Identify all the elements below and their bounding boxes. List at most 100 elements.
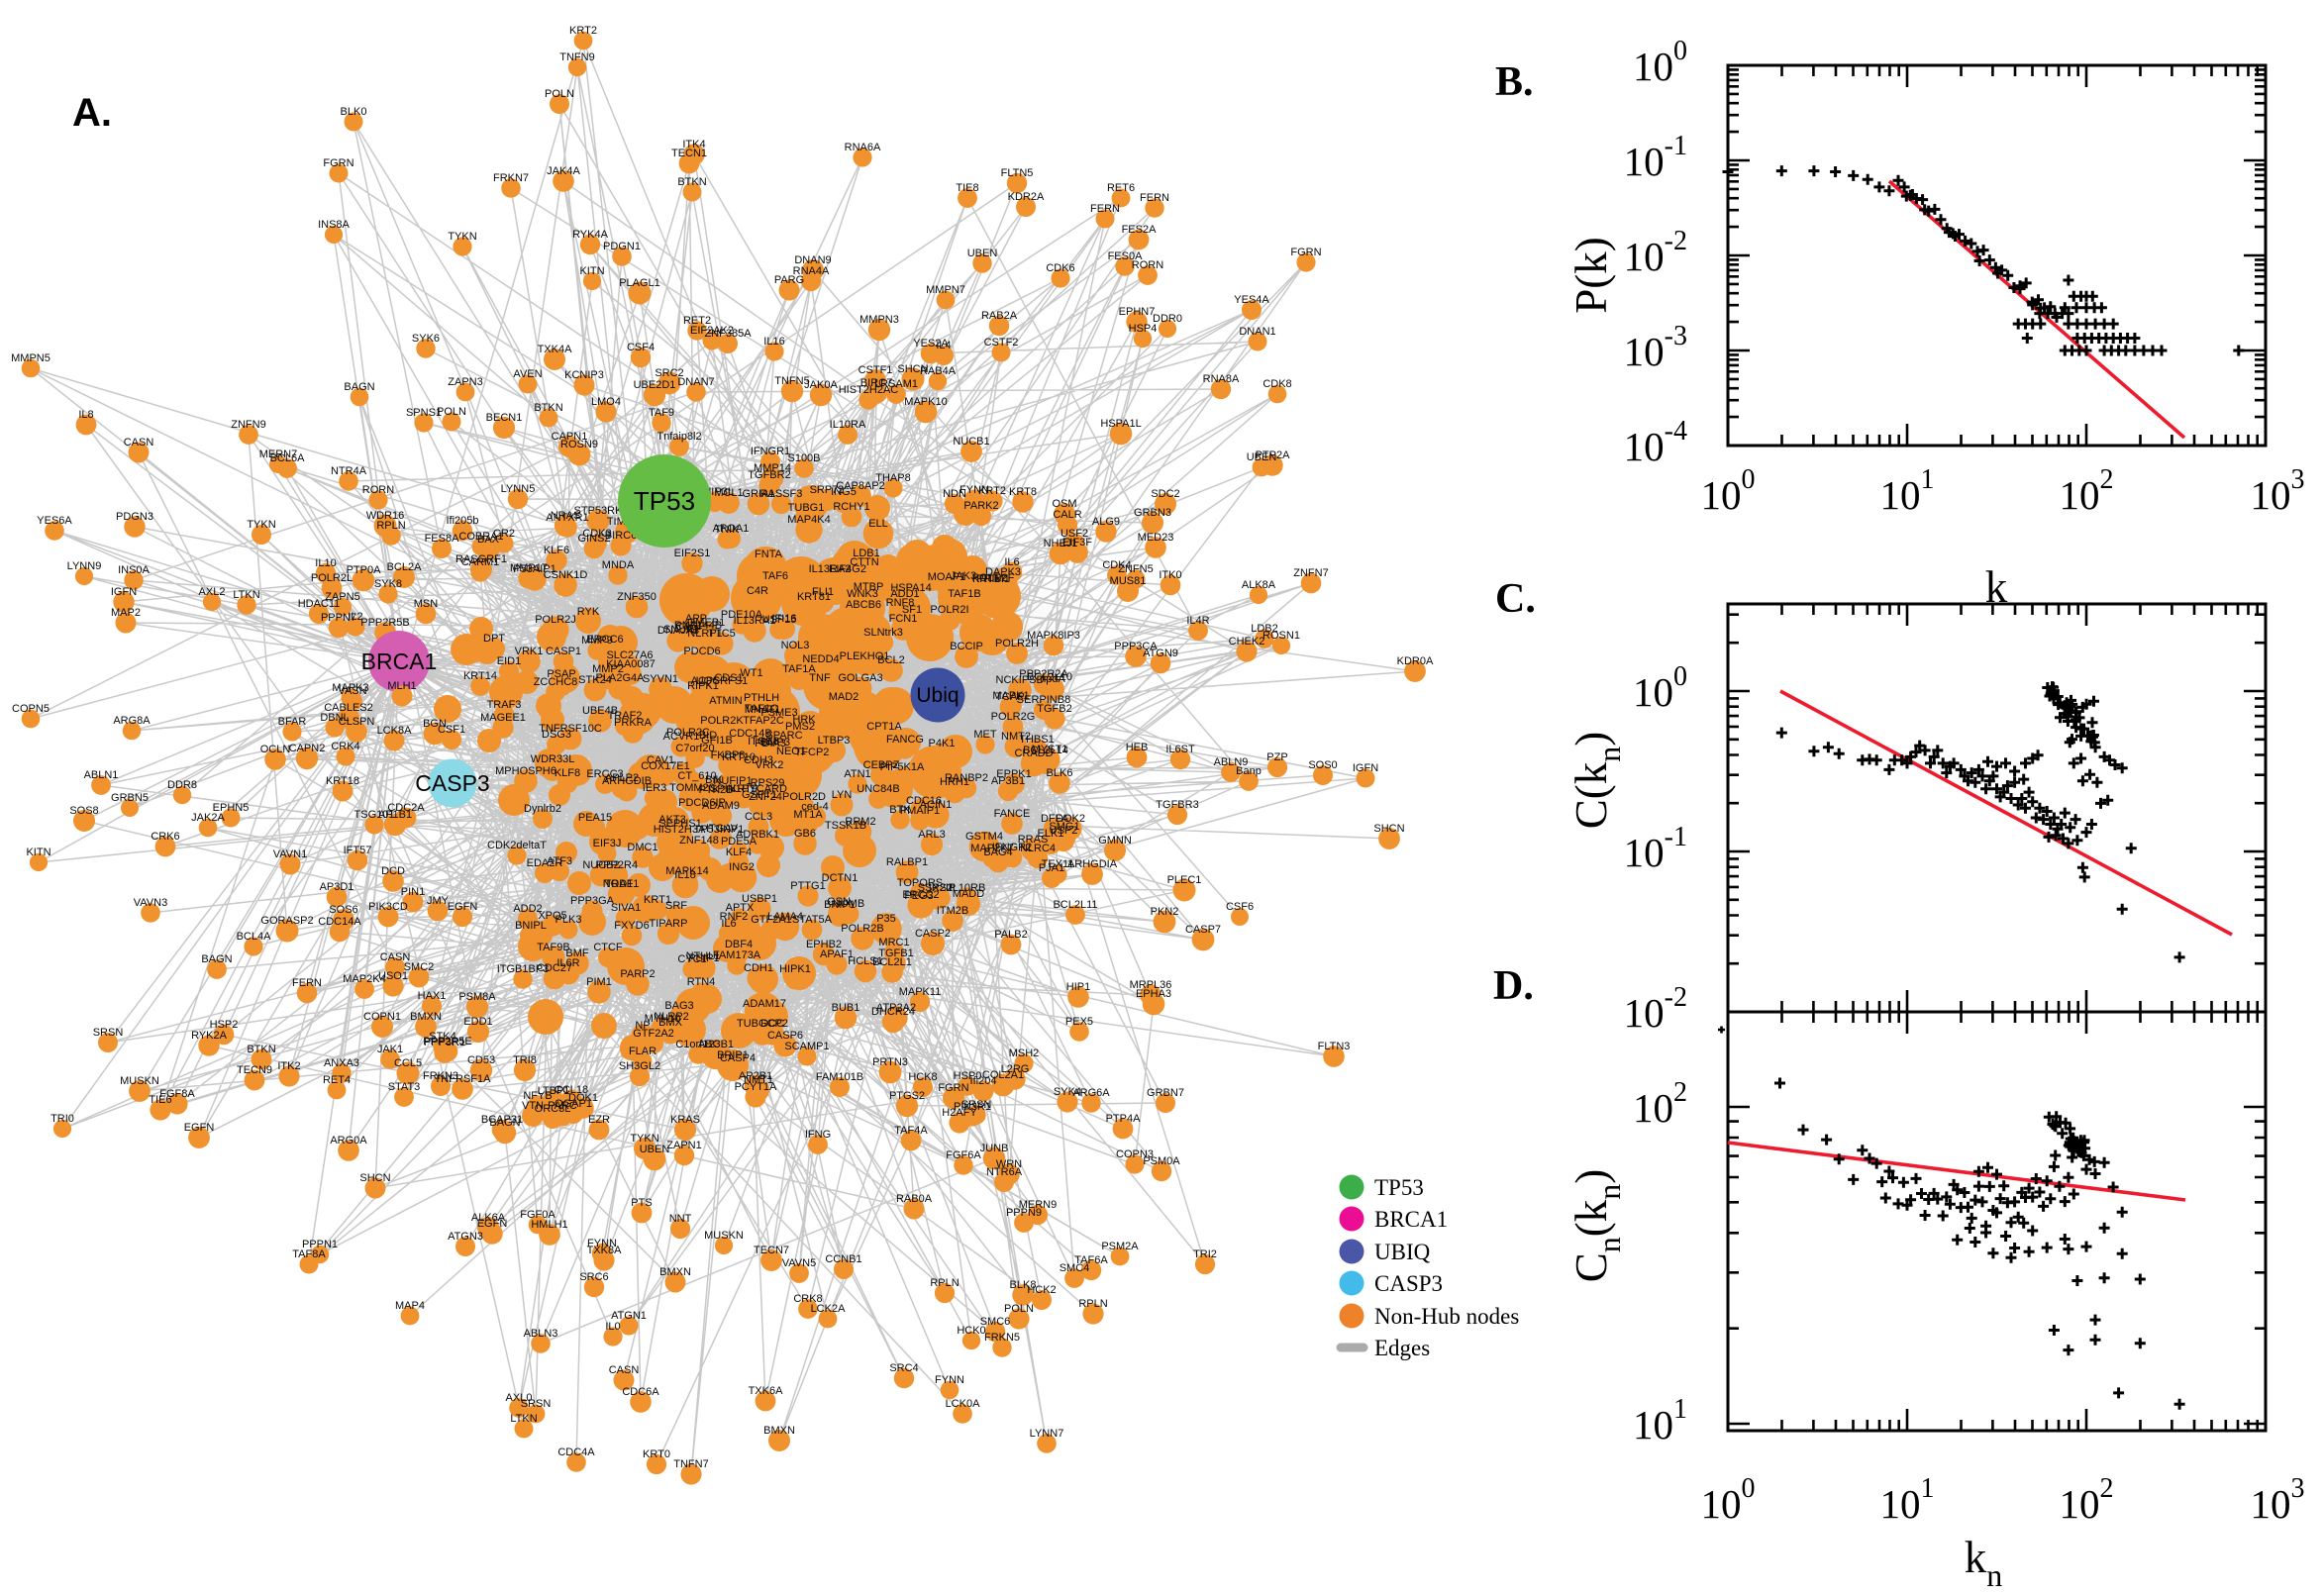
svg-text:USF2: USF2 (1060, 528, 1088, 540)
svg-text:RPS29: RPS29 (751, 777, 785, 789)
svg-text:IFNG: IFNG (805, 1129, 831, 1141)
svg-text:CASP1: CASP1 (546, 646, 581, 657)
svg-text:OSM: OSM (1052, 498, 1076, 510)
svg-text:HCK0: HCK0 (957, 1325, 985, 1337)
svg-text:TUBGCP2: TUBGCP2 (737, 1018, 788, 1030)
svg-text:IFNGR1: IFNGR1 (751, 446, 790, 457)
svg-text:ced-4: ced-4 (801, 801, 829, 813)
svg-text:APLP2: APLP2 (605, 772, 639, 784)
svg-text:WDR33L: WDR33L (531, 753, 575, 765)
svg-text:STK4: STK4 (429, 1031, 456, 1043)
svg-text:NUMB: NUMB (833, 898, 864, 910)
svg-text:KRT0: KRT0 (643, 1448, 670, 1460)
svg-text:MSH2: MSH2 (1009, 1047, 1040, 1059)
svg-text:RYK: RYK (577, 606, 600, 618)
svg-text:TOPORS: TOPORS (897, 877, 943, 889)
svg-text:CABLES2: CABLES2 (324, 702, 373, 714)
svg-text:ITK4: ITK4 (682, 139, 705, 150)
svg-text:TNFRSF10C: TNFRSF10C (539, 723, 602, 735)
svg-text:USP15: USP15 (762, 614, 797, 626)
svg-text:GFI1B: GFI1B (701, 735, 733, 747)
svg-text:FGRN: FGRN (323, 157, 354, 169)
svg-text:ITK0: ITK0 (1159, 569, 1181, 581)
svg-text:BAG3: BAG3 (664, 1000, 693, 1012)
svg-text:MMPN3: MMPN3 (859, 314, 899, 326)
svg-text:TFAP2C: TFAP2C (743, 715, 784, 727)
svg-text:MYST1: MYST1 (1032, 744, 1068, 755)
svg-text:TNFN7: TNFN7 (673, 1458, 708, 1470)
svg-text:PMS2: PMS2 (785, 721, 815, 733)
svg-text:PRTN3: PRTN3 (872, 1056, 908, 1068)
svg-text:ZNF350: ZNF350 (617, 591, 656, 603)
svg-text:MPHOSPH6: MPHOSPH6 (495, 765, 556, 777)
svg-text:AP3D1: AP3D1 (320, 881, 354, 893)
svg-text:YES4A: YES4A (1234, 294, 1269, 306)
svg-text:LTBP1: LTBP1 (538, 1085, 570, 1097)
svg-text:BAGN: BAGN (201, 953, 232, 965)
svg-text:SH3GL2: SH3GL2 (619, 1060, 660, 1072)
svg-text:FNTA: FNTA (755, 549, 783, 560)
svg-text:NP: NP (635, 1020, 650, 1032)
svg-text:PPP2R2A: PPP2R2A (1019, 668, 1068, 680)
svg-text:BECN1: BECN1 (486, 412, 523, 424)
svg-text:STP53RK: STP53RK (574, 505, 624, 517)
svg-text:STK24: STK24 (578, 674, 612, 686)
svg-text:CASP6: CASP6 (767, 1030, 803, 1042)
svg-text:BAX: BAX (477, 534, 500, 546)
svg-text:PIK3R1: PIK3R1 (954, 1101, 991, 1113)
svg-text:FGF6A: FGF6A (946, 1149, 981, 1161)
svg-text:BTKN: BTKN (677, 176, 706, 188)
svg-text:IL6ST: IL6ST (1165, 744, 1195, 755)
svg-text:IL10RA: IL10RA (830, 419, 866, 431)
svg-text:VAVN1: VAVN1 (273, 848, 307, 860)
svg-text:MRC1: MRC1 (878, 937, 909, 948)
svg-text:BRCA1: BRCA1 (361, 648, 438, 674)
svg-text:ATN1: ATN1 (844, 768, 870, 780)
svg-text:CSTF1: CSTF1 (858, 364, 893, 376)
svg-text:HIST2H2AC: HIST2H2AC (839, 384, 899, 396)
svg-text:CDC14B: CDC14B (729, 728, 771, 740)
svg-text:DCC: DCC (760, 1018, 784, 1030)
svg-text:IL2: IL2 (348, 611, 362, 623)
svg-text:B.: B. (1495, 59, 1534, 105)
svg-text:VASN: VASN (338, 685, 366, 697)
svg-text:RET4: RET4 (323, 1074, 351, 1086)
svg-text:TAF6: TAF6 (762, 570, 788, 582)
svg-text:POLR2H: POLR2H (995, 638, 1039, 649)
svg-text:IGFN: IGFN (111, 586, 137, 598)
svg-text:IL13RA1: IL13RA1 (734, 615, 776, 627)
svg-text:RORN: RORN (362, 484, 394, 496)
svg-text:CAPN2: CAPN2 (289, 743, 326, 754)
svg-text:HSP4: HSP4 (1129, 323, 1158, 335)
svg-text:FERN: FERN (1140, 192, 1169, 204)
svg-text:FKBP8: FKBP8 (711, 749, 746, 761)
svg-text:TCAP: TCAP (995, 691, 1024, 703)
svg-text:UBEN: UBEN (1247, 451, 1277, 463)
svg-text:Dynlrb2: Dynlrb2 (524, 803, 561, 815)
svg-text:AP2B1: AP2B1 (739, 1070, 772, 1082)
svg-text:BRIP1: BRIP1 (717, 1049, 749, 1061)
svg-text:SHCN: SHCN (897, 363, 928, 375)
svg-text:CDC27: CDC27 (537, 962, 572, 974)
svg-text:CASP4: CASP4 (720, 1052, 756, 1064)
svg-text:FYNN: FYNN (587, 1238, 617, 1249)
svg-text:VAVN3: VAVN3 (134, 897, 167, 909)
svg-text:IL6: IL6 (721, 918, 736, 930)
svg-text:TXK6A: TXK6A (749, 1385, 784, 1397)
svg-text:ATGN9: ATGN9 (1143, 648, 1178, 659)
svg-text:PSIP1: PSIP1 (688, 952, 719, 964)
svg-text:GOLGA3: GOLGA3 (838, 672, 882, 684)
svg-text:POLN: POLN (437, 406, 466, 418)
svg-text:PSM0A: PSM0A (1143, 1155, 1180, 1167)
svg-text:ZNF385A: ZNF385A (704, 328, 752, 340)
svg-text:TGFB2: TGFB2 (1037, 703, 1071, 715)
svg-text:CCL18: CCL18 (555, 1084, 588, 1096)
svg-text:MNAT1: MNAT1 (745, 704, 780, 716)
svg-text:FXYD6: FXYD6 (614, 920, 649, 932)
svg-text:L2RG: L2RG (1001, 1063, 1030, 1075)
svg-text:EIF3J: EIF3J (593, 838, 622, 849)
svg-text:MAPK10: MAPK10 (904, 396, 947, 408)
svg-text:RCHY1: RCHY1 (833, 501, 869, 513)
svg-text:MED23: MED23 (1138, 532, 1174, 544)
svg-text:JAK3: JAK3 (951, 570, 976, 582)
